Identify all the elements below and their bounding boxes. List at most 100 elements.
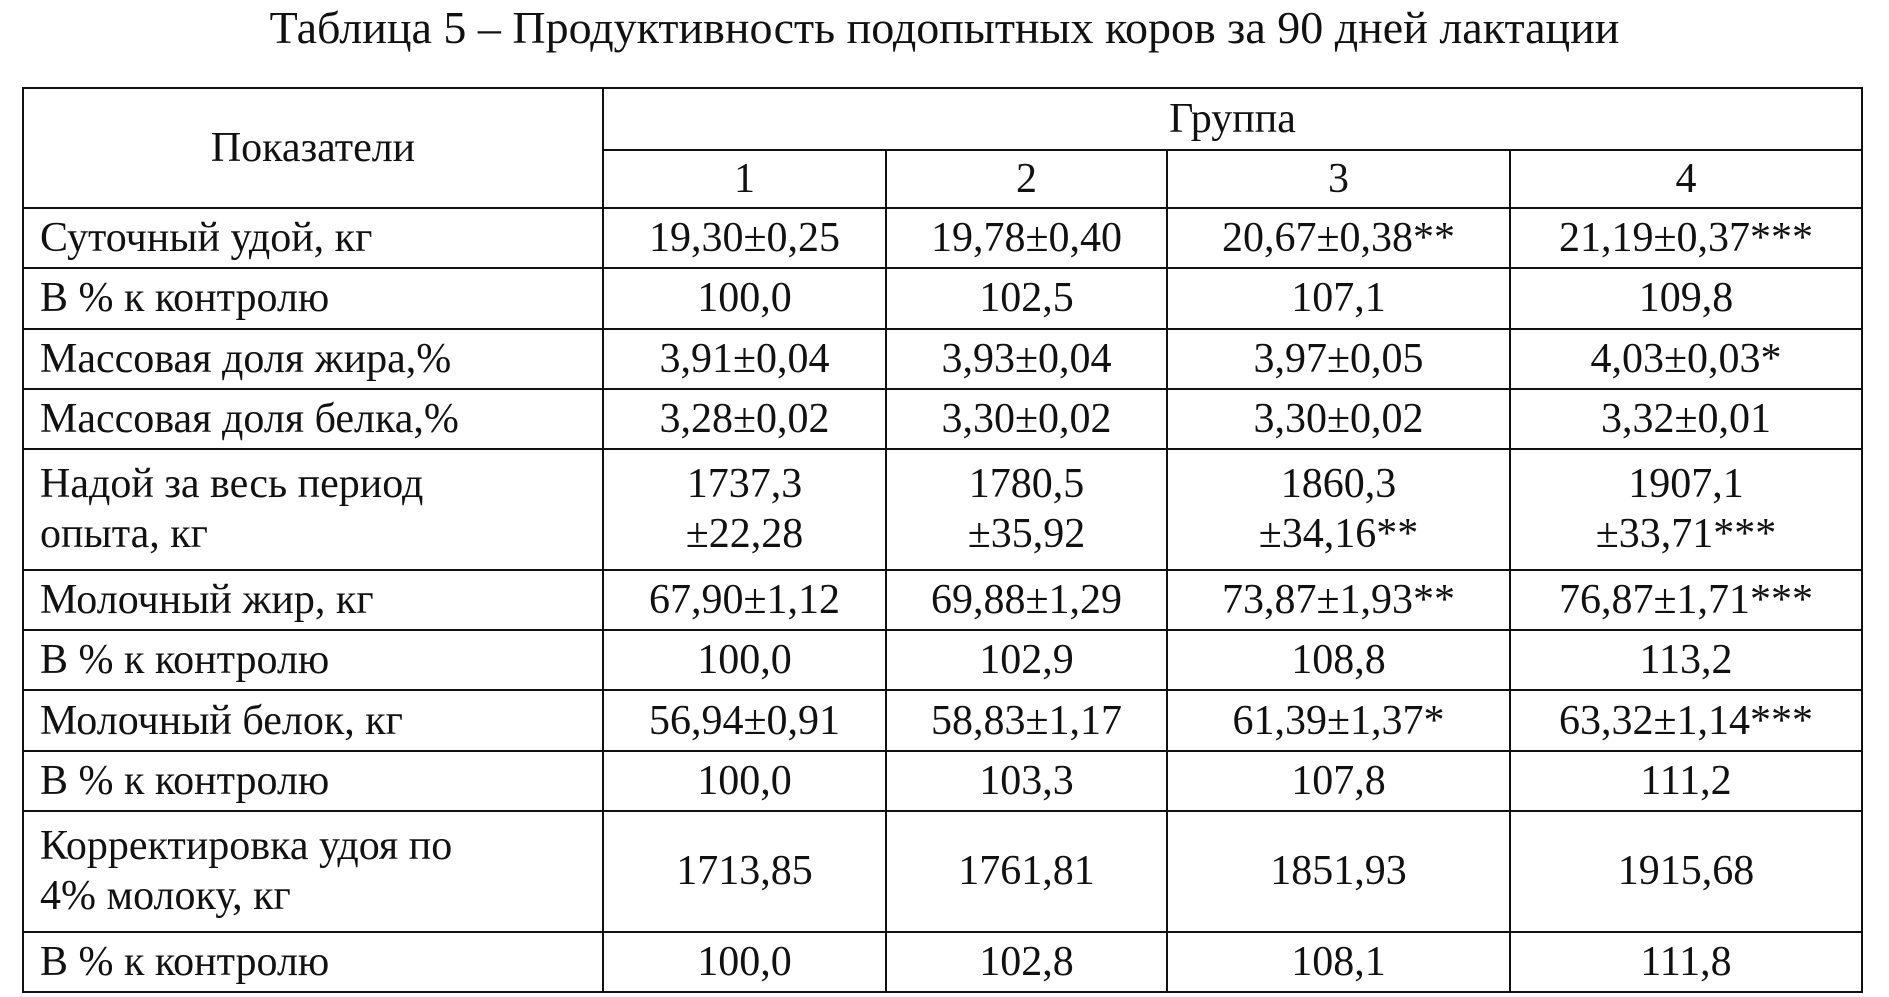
cell-line: 56,94±0,91	[648, 697, 841, 744]
table-row: Массовая доля жира,% 3,91±0,04 3,93±0,04 3,…	[22, 327, 1863, 390]
value-cell: 73,87±1,93**	[1166, 568, 1511, 632]
indicator-cell: Массовая доля белка,%	[22, 387, 604, 451]
cell-line: ±35,92	[967, 511, 1086, 558]
value-cell: 76,87±1,71***	[1509, 568, 1863, 632]
value-cell: 20,67±0,38**	[1166, 206, 1511, 270]
value-cell: 3,28±0,02	[602, 387, 887, 451]
cell-line: 21,19±0,37***	[1558, 215, 1814, 262]
cell-line: Молочный белок, кг	[40, 697, 403, 744]
cell-line: 4,03±0,03*	[1590, 335, 1782, 382]
table-row: Корректировка удоя по 4% молоку, кг 1713,8…	[22, 809, 1863, 933]
value-cell: 1737,3 ±22,28	[602, 448, 887, 571]
value-cell: 21,19±0,37***	[1509, 206, 1863, 270]
table-row: Массовая доля белка,% 3,28±0,02 3,30±0,02 3…	[22, 387, 1863, 451]
value-cell: 109,8	[1509, 267, 1863, 330]
cell-line: опыта, кг	[40, 511, 208, 558]
value-cell: 61,39±1,37*	[1166, 689, 1511, 752]
value-cell: 3,91±0,04	[602, 327, 887, 390]
value-cell: 111,2	[1509, 749, 1863, 812]
cell-line: 1907,1	[1628, 461, 1744, 508]
cell-line: 100,0	[697, 757, 792, 804]
cell-line: 1780,5	[968, 461, 1085, 508]
cell-line: 3,30±0,02	[1253, 396, 1424, 443]
value-cell: 1780,5 ±35,92	[885, 448, 1168, 571]
cell-line: 63,32±1,14***	[1558, 697, 1814, 744]
table-row: В % к контролю 100,0 102,9 108,8 113,2	[22, 629, 1863, 692]
value-cell: 56,94±0,91	[602, 689, 887, 752]
value-cell: 1860,3 ±34,16**	[1166, 448, 1511, 571]
indicator-header: Показатели	[22, 87, 604, 209]
cell-line: 107,1	[1291, 275, 1386, 322]
value-cell: 3,32±0,01	[1509, 387, 1863, 451]
indicator-cell: В % к контролю	[22, 930, 604, 993]
cell-line: 108,8	[1291, 637, 1386, 684]
cell-line: 100,0	[697, 275, 792, 322]
table-title: Таблица 5 – Продуктивность подопытных ко…	[269, 2, 1620, 53]
cell-line: 19,30±0,25	[648, 215, 841, 262]
value-cell: 58,83±1,17	[885, 689, 1168, 752]
cell-line: В % к контролю	[40, 938, 330, 985]
value-cell: 102,8	[885, 930, 1168, 993]
cell-line: 76,87±1,71***	[1558, 576, 1814, 623]
cell-line: 1851,93	[1270, 848, 1407, 895]
cell-line: 100,0	[697, 938, 792, 985]
value-cell: 19,78±0,40	[885, 206, 1168, 270]
value-cell: 1851,93	[1166, 809, 1511, 933]
value-cell: 69,88±1,29	[885, 568, 1168, 632]
value-cell: 4,03±0,03*	[1509, 327, 1863, 390]
value-cell: 3,93±0,04	[885, 327, 1168, 390]
cell-line: 109,8	[1638, 275, 1734, 322]
value-cell: 3,30±0,02	[885, 387, 1168, 451]
indicator-cell: Массовая доля жира,%	[22, 327, 604, 390]
value-cell: 1713,85	[602, 809, 887, 933]
value-cell: 3,30±0,02	[1166, 387, 1511, 451]
cell-line: 113,2	[1639, 637, 1733, 684]
cell-line: 3,32±0,01	[1600, 396, 1772, 443]
cell-line: 102,5	[979, 275, 1074, 322]
header-row: Показатели Группа	[22, 87, 1863, 209]
cell-line: ±33,71***	[1595, 511, 1777, 558]
cell-line: 58,83±1,17	[930, 697, 1123, 744]
indicator-cell: Корректировка удоя по 4% молоку, кг	[22, 809, 604, 933]
cell-line: 1761,81	[958, 848, 1095, 895]
value-cell: 102,9	[885, 629, 1168, 692]
value-cell: 100,0	[602, 267, 887, 330]
table-row: В % к контролю 100,0 102,8 108,1 111,8	[22, 930, 1863, 993]
group-header: Группа	[602, 87, 1863, 151]
table-body: Суточный удой, кг 19,30±0,25 19,78±0,40 20,…	[22, 206, 1863, 993]
cell-line: 3,30±0,02	[941, 396, 1112, 443]
cell-line: 3,97±0,05	[1253, 335, 1424, 382]
cell-line: 19,78±0,40	[930, 215, 1123, 262]
value-cell: 102,5	[885, 267, 1168, 330]
cell-line: 61,39±1,37*	[1232, 697, 1445, 744]
value-cell: 100,0	[602, 930, 887, 993]
indicator-cell: В % к контролю	[22, 749, 604, 812]
cell-line: 4% молоку, кг	[40, 873, 291, 920]
indicator-cell: Надой за весь период опыта, кг	[22, 448, 604, 571]
value-cell: 107,1	[1166, 267, 1511, 330]
cell-line: 102,8	[979, 938, 1074, 985]
cell-line: 1860,3	[1280, 461, 1397, 508]
group-number: 3	[1166, 149, 1511, 209]
value-cell: 113,2	[1509, 629, 1863, 692]
cell-line: В % к контролю	[40, 757, 330, 804]
cell-line: В % к контролю	[40, 637, 330, 684]
indicator-cell: В % к контролю	[22, 267, 604, 330]
cell-line: 3,28±0,02	[659, 396, 830, 443]
cell-line: 100,0	[697, 637, 792, 684]
value-cell: 108,8	[1166, 629, 1511, 692]
cell-line: 103,3	[979, 757, 1074, 804]
value-cell: 19,30±0,25	[602, 206, 887, 270]
cell-line: 108,1	[1291, 938, 1386, 985]
cell-line: 3,93±0,04	[941, 335, 1112, 382]
table-row: В % к контролю 100,0 103,3 107,8 111,2	[22, 749, 1863, 812]
table-row: В % к контролю 100,0 102,5 107,1 109,8	[22, 267, 1863, 330]
value-cell: 108,1	[1166, 930, 1511, 993]
value-cell: 63,32±1,14***	[1509, 689, 1863, 752]
table-row: Молочный жир, кг 67,90±1,12 69,88±1,29 73,8…	[22, 568, 1863, 632]
indicator-cell: Молочный жир, кг	[22, 568, 604, 632]
value-cell: 111,8	[1509, 930, 1863, 993]
